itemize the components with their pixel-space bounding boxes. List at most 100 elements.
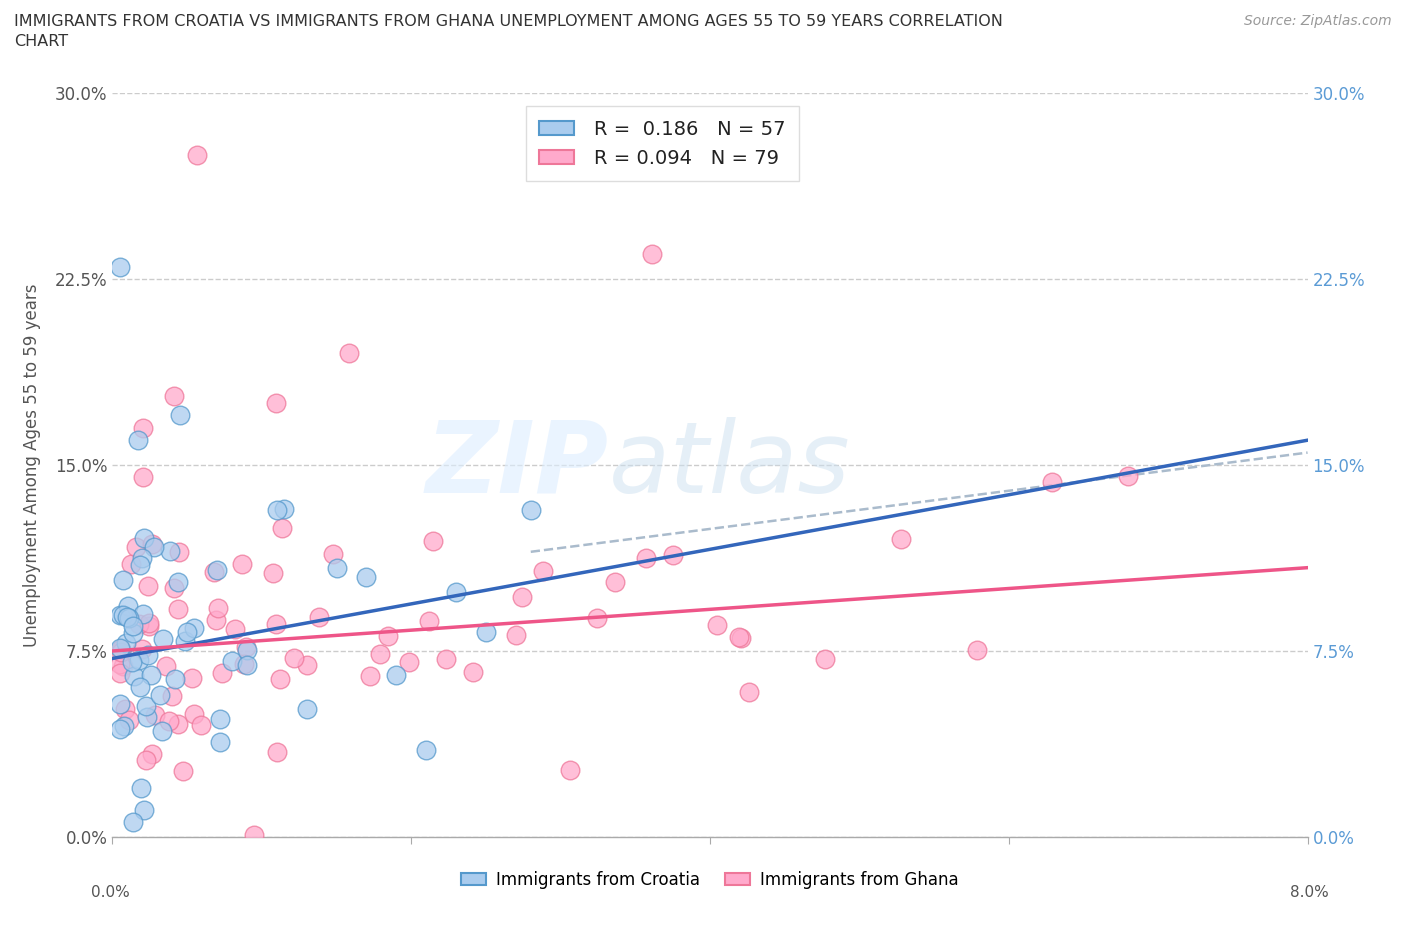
Point [115,609,138,624]
Point [108,697,131,711]
Point [730,631,752,645]
Point [662,548,685,563]
Point [125,540,148,555]
Point [205,613,228,628]
Point [122,619,145,634]
Point [444,584,467,599]
Point [142,539,165,554]
Point [169,544,191,559]
Point [359,669,381,684]
Point [273,501,295,516]
Point [434,652,457,667]
Point [122,625,145,640]
Point [160,688,183,703]
Point [118,610,141,625]
Point [129,780,152,795]
Point [132,531,155,546]
Point [1042,475,1064,490]
Point [209,735,232,750]
Point [136,710,159,724]
Point [117,598,139,613]
Point [138,619,160,634]
Point [398,655,420,670]
Point [183,706,205,721]
Point [221,654,243,669]
Point [266,744,288,759]
Point [264,395,287,410]
Point [308,610,330,625]
Point [110,644,132,659]
Point [183,620,205,635]
Point [112,719,135,734]
Point [139,668,162,683]
Point [157,713,180,728]
Point [136,647,159,662]
Point [122,669,145,684]
Point [143,708,166,723]
Point [418,614,440,629]
Point [115,635,138,650]
Point [966,643,988,658]
Point [205,563,228,578]
Point [110,642,132,657]
Point [169,408,191,423]
Point [108,259,131,274]
Point [128,557,150,572]
Point [207,601,229,616]
Point [738,684,761,699]
Point [211,666,233,681]
Point [605,575,627,590]
Point [208,711,231,726]
Point [283,650,305,665]
Point [236,658,259,672]
Point [120,556,142,571]
Point [128,617,150,631]
Point [128,652,150,667]
Point [163,389,186,404]
Point [385,668,408,683]
Text: atlas: atlas [609,417,851,513]
Text: IMMIGRANTS FROM CROATIA VS IMMIGRANTS FROM GHANA UNEMPLOYMENT AMONG AGES 55 TO 5: IMMIGRANTS FROM CROATIA VS IMMIGRANTS FR… [14,14,1002,29]
Point [180,671,202,685]
Y-axis label: Unemployment Among Ages 55 to 59 years: Unemployment Among Ages 55 to 59 years [22,284,41,646]
Point [186,148,208,163]
Point [152,631,174,646]
Point [167,575,190,590]
Point [233,656,256,671]
Point [271,521,294,536]
Point [262,565,284,580]
Point [129,680,152,695]
Point [138,579,160,594]
Point [141,537,163,551]
Point [202,565,225,579]
Point [520,503,543,518]
Point [118,712,141,727]
Text: Source: ZipAtlas.com: Source: ZipAtlas.com [1244,14,1392,28]
Point [510,590,533,604]
Point [149,688,172,703]
Point [111,607,134,622]
Point [236,643,259,658]
Point [163,580,186,595]
Point [422,534,444,549]
Point [132,804,155,818]
Point [159,543,181,558]
Point [163,671,186,686]
Point [322,546,344,561]
Point [295,701,318,716]
Point [475,624,498,639]
Point [325,561,347,576]
Point [641,246,664,261]
Point [108,666,131,681]
Point [150,724,173,738]
Point [295,658,318,672]
Point [166,716,188,731]
Point [558,763,581,777]
Point [727,630,749,644]
Point [108,657,131,671]
Point [108,722,131,737]
Point [356,569,378,584]
Point [132,470,155,485]
Point [368,646,391,661]
Point [172,764,194,778]
